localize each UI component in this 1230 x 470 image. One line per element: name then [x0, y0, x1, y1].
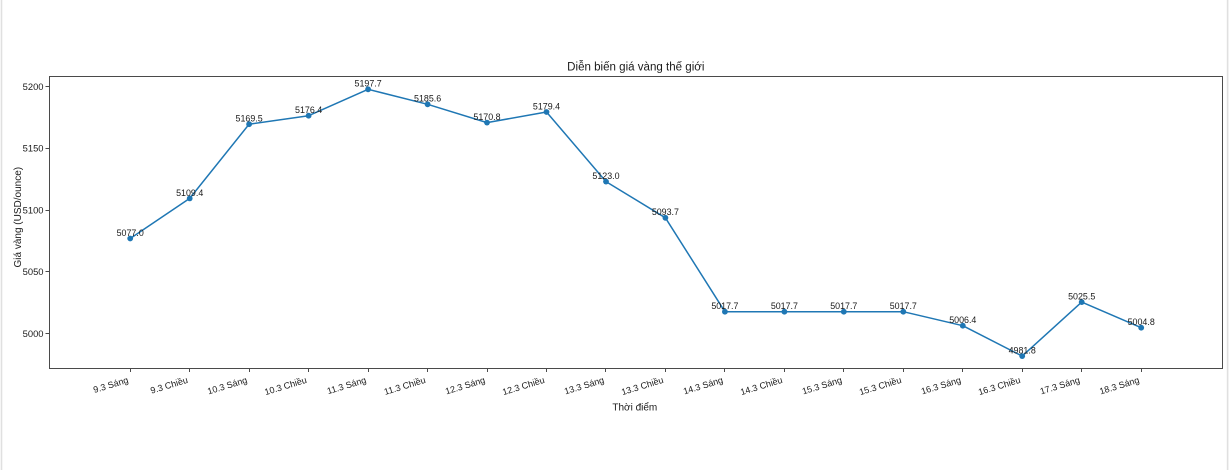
svg-text:5004.8: 5004.8	[1128, 317, 1155, 327]
svg-text:5025.5: 5025.5	[1068, 292, 1095, 302]
svg-text:5050: 5050	[23, 266, 44, 277]
svg-text:5200: 5200	[23, 81, 44, 92]
svg-text:5093.7: 5093.7	[652, 207, 679, 217]
svg-text:5150: 5150	[23, 143, 44, 154]
svg-text:5006.4: 5006.4	[949, 315, 976, 325]
svg-text:5176.4: 5176.4	[295, 105, 322, 115]
svg-text:5100: 5100	[23, 204, 44, 215]
svg-text:Diễn biến giá vàng thế giới: Diễn biến giá vàng thế giới	[567, 61, 704, 74]
svg-text:5017.7: 5017.7	[771, 301, 798, 311]
svg-text:5179.4: 5179.4	[533, 101, 560, 111]
svg-text:5017.7: 5017.7	[890, 301, 917, 311]
svg-text:5123.0: 5123.0	[592, 171, 619, 181]
svg-text:5170.8: 5170.8	[473, 112, 500, 122]
svg-text:5169.5: 5169.5	[236, 114, 263, 124]
svg-text:5197.7: 5197.7	[355, 79, 382, 89]
svg-text:4981.8: 4981.8	[1009, 346, 1036, 356]
svg-text:5017.7: 5017.7	[830, 301, 857, 311]
svg-text:5109.4: 5109.4	[176, 188, 203, 198]
svg-text:Giá vàng (USD/ounce): Giá vàng (USD/ounce)	[13, 167, 24, 268]
svg-text:Thời điểm: Thời điểm	[612, 402, 657, 414]
svg-text:5000: 5000	[23, 328, 44, 339]
svg-text:5077.0: 5077.0	[117, 228, 144, 238]
svg-text:5017.7: 5017.7	[711, 301, 738, 311]
svg-text:5185.6: 5185.6	[414, 94, 441, 104]
